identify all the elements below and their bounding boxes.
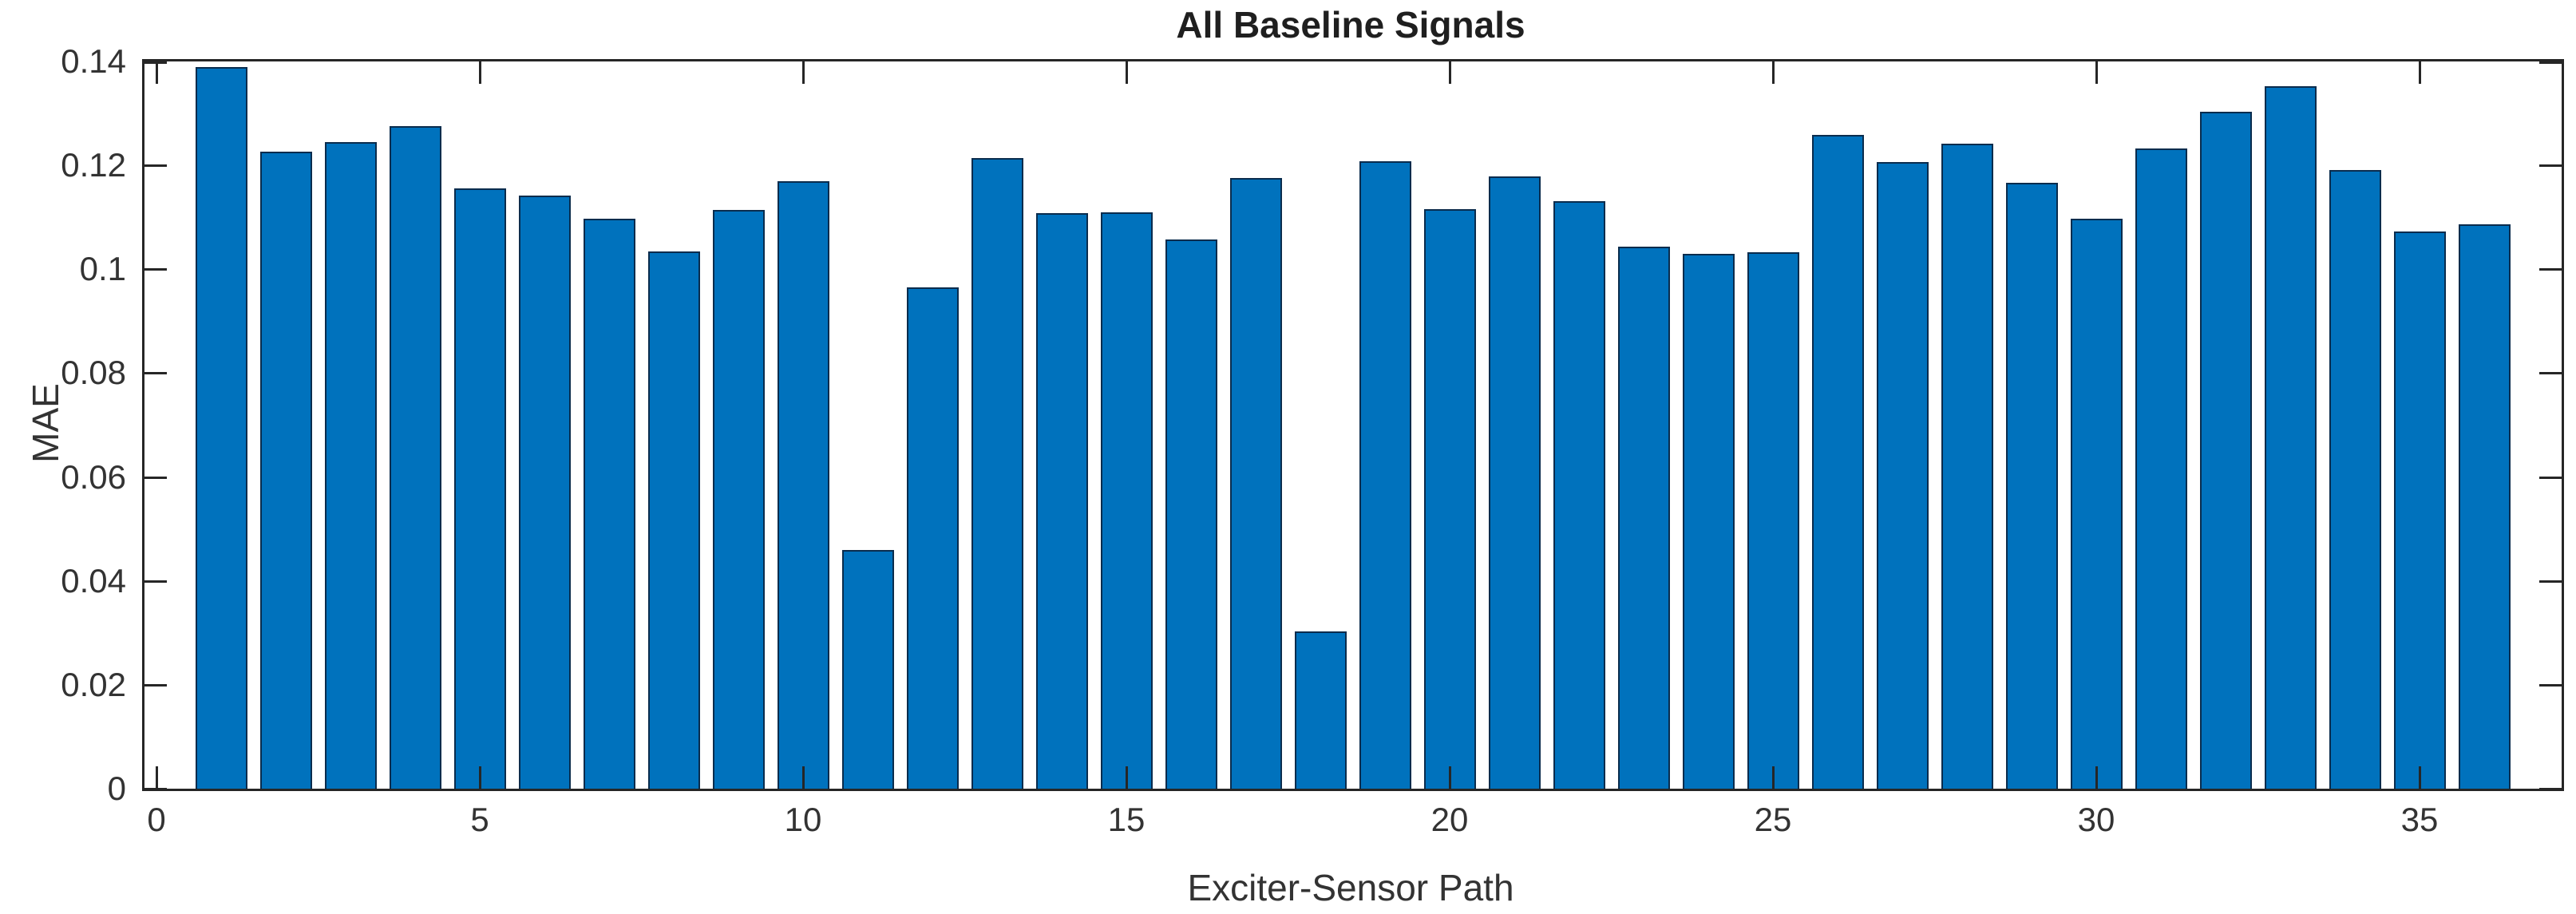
x-tick-mark (1449, 61, 1451, 84)
x-tick-mark (1126, 61, 1128, 84)
bar-29 (2005, 183, 2058, 789)
y-tick-mark (144, 268, 167, 271)
bar-27 (1876, 162, 1929, 789)
bar-34 (2329, 170, 2381, 789)
y-tick-label: 0.06 (61, 457, 126, 496)
bar-3 (324, 141, 377, 789)
bar-21 (1488, 176, 1541, 789)
y-axis-label: MAE (25, 383, 66, 463)
bar-36 (2458, 224, 2511, 789)
chart-title: All Baseline Signals (1176, 4, 1525, 46)
bar-17 (1229, 178, 1282, 789)
bar-32 (2199, 112, 2252, 789)
x-tick-label: 35 (2400, 801, 2439, 838)
x-tick-label: 15 (1107, 801, 1146, 838)
y-tick-mark (144, 476, 167, 479)
y-tick-mark (144, 61, 167, 64)
x-tick-label: 5 (470, 801, 489, 838)
bar-28 (1941, 143, 1993, 789)
y-tick-label: 0.04 (61, 561, 126, 599)
bar-30 (2070, 218, 2123, 789)
bar-25 (1747, 251, 1799, 789)
bar-33 (2264, 86, 2317, 789)
bar-20 (1423, 209, 1476, 789)
y-tick-label: 0.12 (61, 146, 126, 184)
y-tick-mark (2539, 788, 2562, 790)
bar-2 (259, 151, 312, 789)
bar-18 (1294, 631, 1347, 789)
x-tick-mark (2095, 61, 2098, 84)
bar-11 (841, 549, 894, 789)
x-tick-label: 20 (1430, 801, 1469, 838)
y-tick-mark (2539, 61, 2562, 64)
y-tick-mark (2539, 164, 2562, 168)
bar-35 (2393, 231, 2446, 789)
x-tick-mark (2095, 766, 2098, 789)
y-tick-mark (2539, 268, 2562, 271)
bar-6 (518, 195, 571, 789)
y-tick-mark (2539, 476, 2562, 479)
bar-31 (2135, 148, 2187, 789)
x-tick-mark (156, 61, 158, 84)
x-tick-mark (156, 766, 158, 789)
bar-5 (453, 188, 506, 789)
y-tick-mark (2539, 372, 2562, 375)
x-tick-mark (479, 766, 481, 789)
y-tick-label: 0 (107, 770, 126, 807)
bar-1 (195, 66, 247, 789)
bar-4 (389, 126, 441, 789)
bar-13 (971, 158, 1023, 789)
x-tick-mark (1772, 61, 1775, 84)
bar-8 (647, 251, 700, 789)
y-tick-mark (144, 164, 167, 168)
bar-9 (712, 210, 765, 789)
bar-24 (1682, 254, 1735, 789)
y-tick-mark (144, 580, 167, 583)
bar-15 (1100, 212, 1153, 789)
bar-16 (1165, 239, 1217, 789)
y-tick-label: 0.1 (79, 250, 126, 288)
plot-area (142, 59, 2564, 791)
x-tick-mark (2419, 766, 2421, 789)
bar-12 (906, 287, 959, 789)
x-tick-label: 10 (784, 801, 822, 838)
bar-7 (583, 218, 635, 789)
x-tick-mark (1449, 766, 1451, 789)
x-tick-mark (2419, 61, 2421, 84)
x-tick-mark (802, 766, 805, 789)
y-tick-mark (2539, 580, 2562, 583)
y-tick-mark (144, 683, 167, 686)
bar-23 (1617, 247, 1670, 789)
x-tick-mark (1772, 766, 1775, 789)
bar-26 (1811, 135, 1864, 789)
y-tick-label: 0.08 (61, 354, 126, 392)
bar-10 (777, 180, 829, 789)
x-tick-label: 30 (2077, 801, 2115, 838)
y-tick-mark (144, 788, 167, 790)
bar-22 (1553, 201, 1605, 789)
y-tick-label: 0.02 (61, 665, 126, 703)
y-tick-mark (2539, 683, 2562, 686)
bar-14 (1035, 213, 1088, 789)
x-tick-mark (479, 61, 481, 84)
x-tick-label: 25 (1754, 801, 1792, 838)
x-axis-label: Exciter-Sensor Path (1187, 867, 1514, 908)
y-tick-mark (144, 372, 167, 375)
x-tick-label: 0 (147, 801, 166, 838)
x-tick-mark (1126, 766, 1128, 789)
bar-19 (1359, 160, 1411, 789)
y-tick-label: 0.14 (61, 42, 126, 80)
x-tick-mark (802, 61, 805, 84)
